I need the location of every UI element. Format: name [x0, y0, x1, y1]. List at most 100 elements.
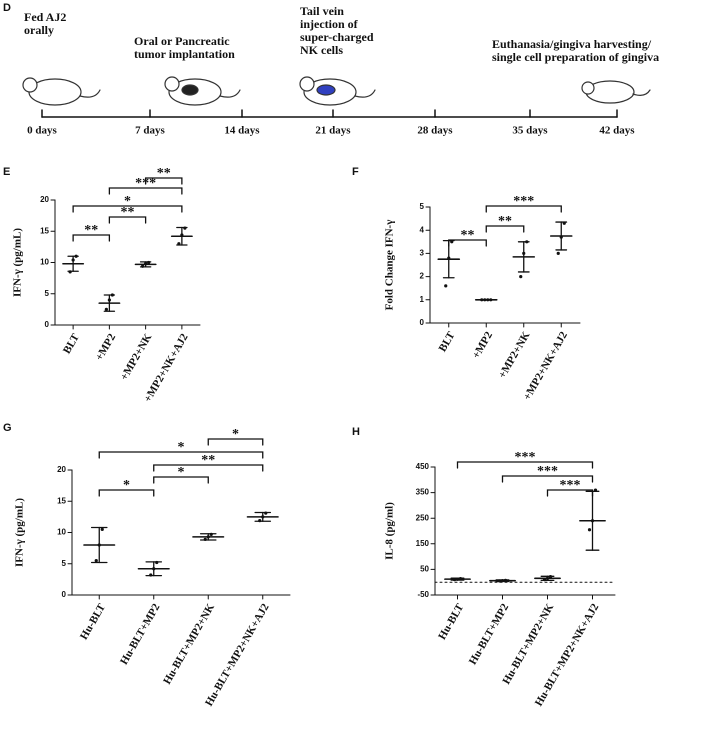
data-point: [206, 535, 210, 539]
x-tick-label: +MP2+NK: [496, 329, 532, 380]
y-tick-label: -50: [417, 590, 429, 599]
data-point: [450, 240, 454, 244]
significance-label: **: [157, 166, 171, 181]
y-axis-label: IFN-γ (pg/mL): [14, 498, 26, 567]
data-point: [97, 543, 101, 547]
y-tick-label: 20: [40, 195, 49, 204]
event-text: Euthanasia/gingiva harvesting/: [492, 37, 652, 51]
data-point: [497, 579, 502, 583]
significance-label: *: [178, 440, 185, 455]
significance-bracket: [456, 461, 594, 469]
significance-label: **: [84, 223, 98, 238]
y-tick-label: 0: [45, 320, 50, 329]
y-tick-label: 150: [416, 539, 430, 548]
x-tick-label: Hu-BLT+MP2: [467, 601, 512, 667]
timeline-label: 7 days: [135, 125, 165, 137]
panel-label: H: [352, 426, 360, 438]
data-point: [152, 567, 156, 571]
significance-label: **: [461, 228, 475, 243]
significance-bracket: [72, 205, 183, 213]
significance-label: *: [123, 478, 130, 493]
data-point: [548, 574, 553, 579]
significance-label: ***: [560, 478, 581, 493]
x-tick-label: +MP2: [93, 331, 118, 362]
significance-bracket: [98, 489, 155, 497]
significance-label: ***: [537, 464, 558, 479]
data-point: [74, 254, 78, 258]
timeline-label: 42 days: [599, 125, 635, 137]
y-tick-label: 3: [420, 249, 425, 258]
panel-label: F: [352, 166, 359, 178]
data-point: [107, 298, 111, 302]
data-point: [264, 511, 268, 515]
significance-bracket: [72, 234, 111, 242]
data-point: [559, 235, 563, 239]
data-point: [155, 560, 159, 565]
event-text: orally: [24, 23, 54, 37]
data-point: [480, 298, 484, 302]
significance-bracket: [546, 489, 594, 497]
event-text: Tail vein: [300, 4, 344, 18]
x-tick-label: Hu-BLT+MP2+NK+AJ2: [203, 601, 272, 708]
event-text: Oral or Pancreatic: [134, 34, 230, 48]
event-text: injection of: [300, 17, 359, 31]
x-tick-label: BLT: [437, 329, 458, 354]
timeline-label: 35 days: [512, 125, 548, 137]
data-point: [261, 515, 265, 519]
significance-bracket: [448, 239, 487, 247]
data-point: [590, 519, 595, 523]
significance-bracket: [207, 438, 264, 446]
panel-label: E: [3, 166, 10, 178]
timeline-label: 14 days: [224, 125, 260, 137]
data-point: [100, 527, 104, 531]
event-text: super-charged: [300, 30, 374, 44]
significance-bracket: [98, 451, 264, 459]
y-tick-label: 10: [57, 528, 66, 537]
significance-bracket: [485, 205, 562, 213]
y-tick-label: 0: [420, 318, 425, 327]
significance-label: **: [121, 205, 135, 220]
timeline-label: 0 days: [27, 125, 57, 137]
x-tick-label: BLT: [61, 331, 82, 356]
y-axis-label: IFN-γ (pg/mL): [12, 228, 24, 297]
y-tick-label: 450: [416, 462, 430, 471]
data-point: [452, 578, 457, 582]
data-point: [209, 532, 213, 536]
data-point: [500, 579, 505, 583]
significance-bracket: [108, 216, 147, 224]
data-point: [486, 298, 490, 302]
y-tick-label: 0: [62, 590, 67, 599]
data-point: [593, 488, 598, 492]
y-axis-label: Fold Change IFN-γ: [384, 220, 396, 311]
y-tick-label: 350: [416, 488, 430, 497]
data-point: [455, 577, 460, 581]
data-point: [180, 233, 184, 237]
y-tick-label: 4: [420, 225, 425, 234]
significance-label: *: [232, 427, 239, 442]
data-point: [444, 284, 448, 288]
y-tick-label: 5: [420, 202, 425, 211]
data-point: [104, 307, 108, 311]
data-point: [447, 256, 451, 260]
event-text: Fed AJ2: [24, 10, 66, 24]
significance-label: *: [178, 465, 185, 480]
y-tick-label: 5: [62, 559, 67, 568]
data-point: [149, 573, 153, 577]
x-tick-label: Hu-BLT+MP2+NK: [500, 601, 556, 686]
timeline-label: 28 days: [417, 125, 453, 137]
event-text: single cell preparation of gingiva: [492, 50, 659, 64]
data-point: [258, 519, 262, 523]
y-tick-label: 2: [420, 272, 425, 281]
data-point: [147, 260, 151, 265]
data-point: [519, 275, 523, 279]
data-point: [545, 576, 550, 580]
timeline-label: 21 days: [315, 125, 351, 137]
data-point: [542, 578, 547, 582]
x-tick-label: +MP2: [470, 329, 495, 360]
event-text: tumor implantation: [134, 47, 235, 61]
data-point: [71, 258, 75, 262]
y-tick-label: 15: [40, 226, 49, 235]
y-axis-label: IL-8 (pg/ml): [384, 502, 396, 560]
significance-label: **: [498, 214, 512, 229]
